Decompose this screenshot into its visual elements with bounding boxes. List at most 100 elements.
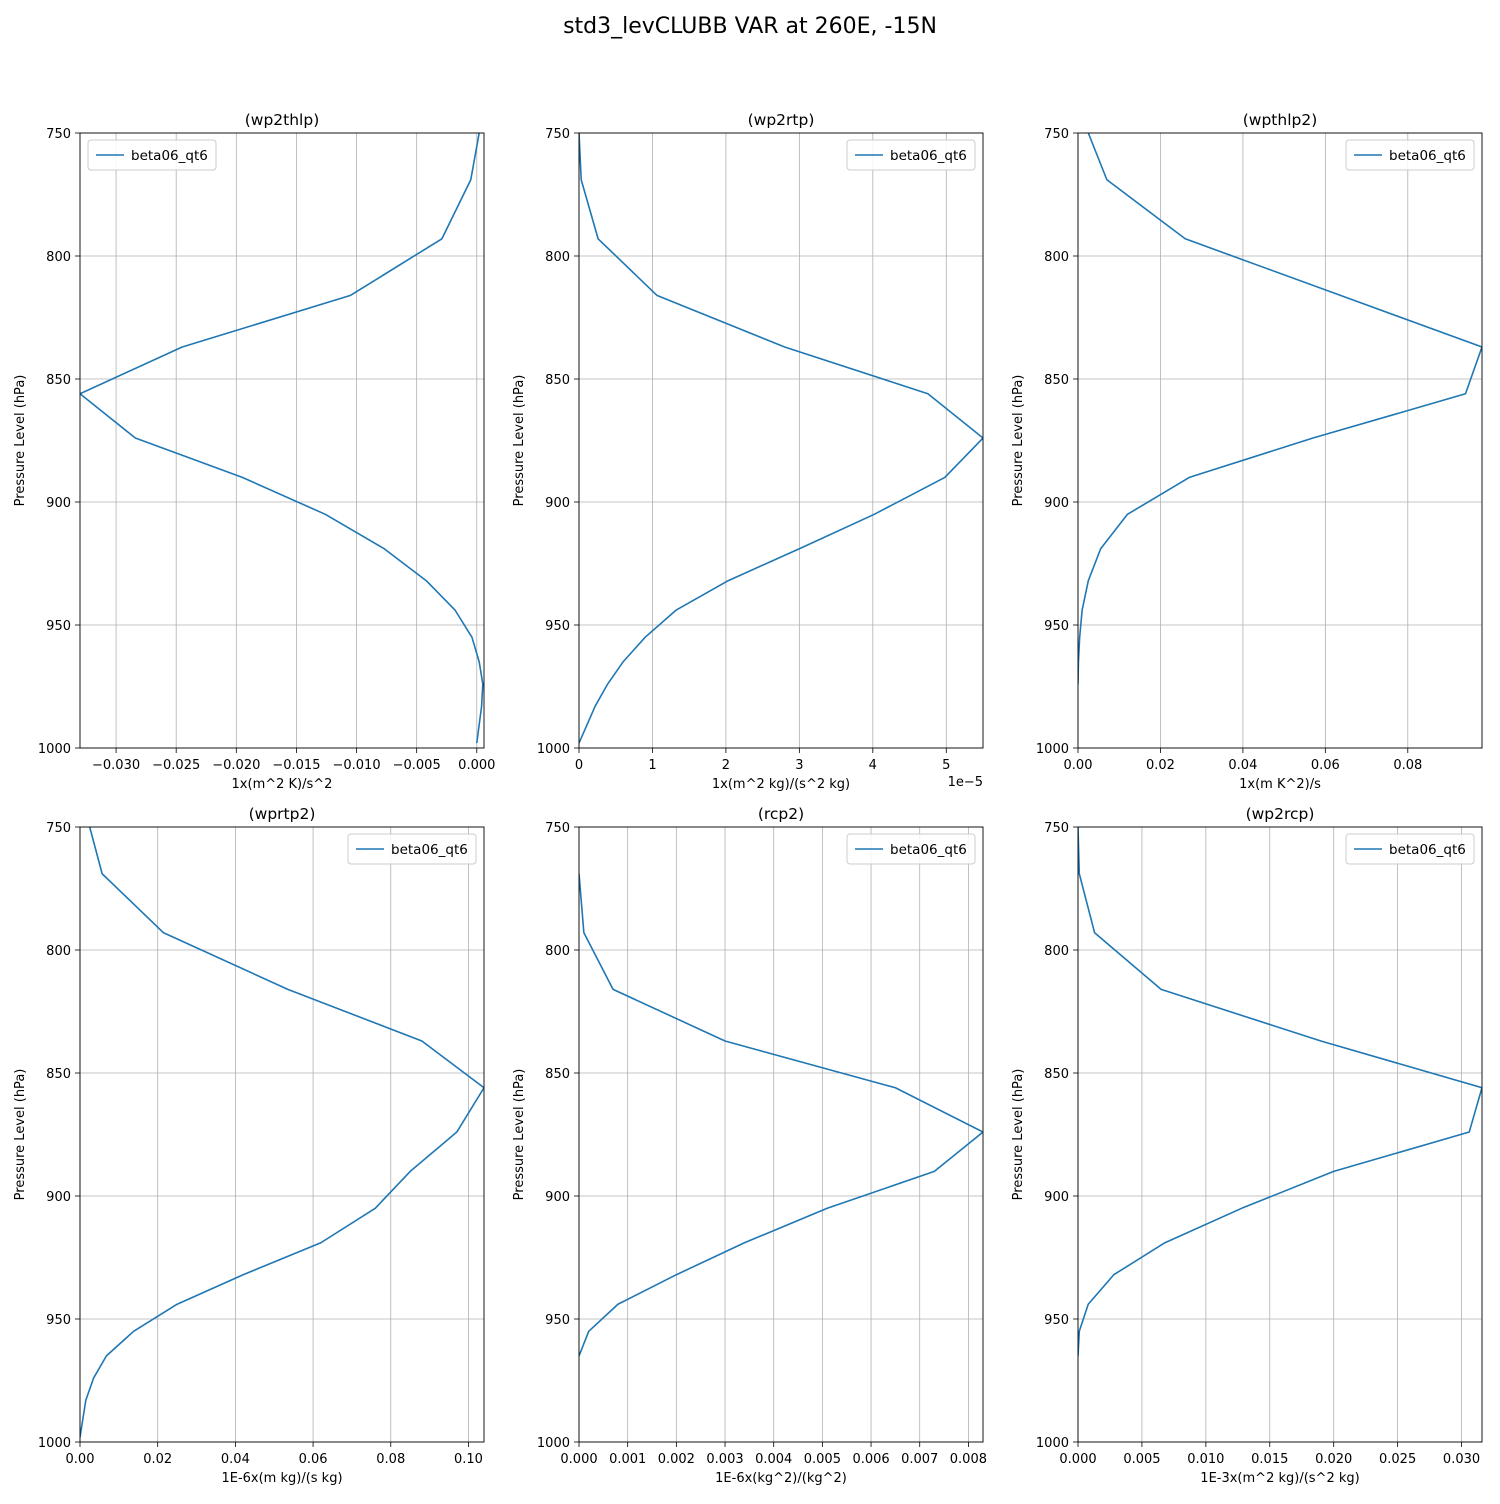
subplot-4: 0.00 0.02 0.04 0.06 0.08 0.10 750 800 850 900 950 1… [13,805,485,1486]
y-tick-label: 900 [1044,496,1069,511]
y-tick-label: 850 [1044,1067,1069,1082]
x-tick-label: 0.002 [658,1452,695,1467]
series-line [579,133,983,744]
x-tick-label: −0.005 [393,758,441,773]
y-tick-label: 750 [1044,821,1069,836]
x-tick-label: 0.000 [560,1452,597,1467]
y-tick-label: 1000 [38,1436,71,1451]
x-tick-label: 0.030 [1443,1452,1480,1467]
y-tick-label: 800 [545,250,570,265]
x-tick-label: 0.008 [950,1452,987,1467]
x-tick-label: 0.06 [1311,758,1340,773]
y-tick-label: 800 [46,250,71,265]
y-tick-label: 800 [545,944,570,959]
y-tick-label: 850 [545,373,570,388]
y-tick-label: 750 [545,821,570,836]
y-tick-label: 850 [545,1067,570,1082]
figure-title: std3_levCLUBB VAR at 260E, -15N [563,14,937,39]
legend: beta06_qt6 [1345,833,1475,865]
y-tick-label: 1000 [1036,1436,1069,1451]
x-tick-label: 0.02 [143,1452,172,1467]
x-axis-label: 1x(m^2 K)/s^2 [232,777,333,792]
x-tick-label: 2 [722,758,730,773]
legend: beta06_qt6 [846,139,976,171]
y-axis-label: Pressure Level (hPa) [1011,1069,1026,1201]
axes-frame [578,826,984,1443]
y-tick-label: 750 [46,127,71,142]
axes-frame [79,826,485,1443]
y-tick-label: 850 [46,373,71,388]
y-tick-label: 750 [1044,127,1069,142]
axes-frame [79,132,485,749]
y-tick-label: 950 [46,1313,71,1328]
x-tick-label: 0.00 [66,1452,95,1467]
x-tick-label: 0.020 [1315,1452,1352,1467]
legend-label: beta06_qt6 [890,148,967,164]
legend-label: beta06_qt6 [131,148,208,164]
subplot-3: 0.00 0.02 0.04 0.06 0.08 750 800 850 900 950 1000 (… [1011,111,1483,792]
x-axis-label: 1x(m^2 kg)/(s^2 kg) [712,777,850,792]
legend-box [846,833,976,865]
x-tick-label: −0.020 [212,758,260,773]
subplot-title: (rcp2) [758,805,804,823]
y-tick-label: 950 [545,619,570,634]
y-tick-label: 900 [545,496,570,511]
subplot-6: 0.000 0.005 0.010 0.015 0.020 0.025 0.030 750 80… [1011,805,1483,1486]
legend: beta06_qt6 [1345,139,1475,171]
x-tick-label: 0.02 [1146,758,1175,773]
legend-label: beta06_qt6 [391,842,468,858]
y-tick-label: 850 [46,1067,71,1082]
y-tick-label: 800 [46,944,71,959]
legend-label: beta06_qt6 [1389,842,1466,858]
legend-label: beta06_qt6 [1389,148,1466,164]
y-tick-label: 800 [1044,944,1069,959]
series-line [80,133,484,744]
y-axis-label: Pressure Level (hPa) [512,1069,527,1201]
y-tick-label: 750 [545,127,570,142]
legend-label: beta06_qt6 [890,842,967,858]
legend-box [1345,139,1475,171]
x-tick-label: 0.006 [852,1452,889,1467]
subplot-title: (wprtp2) [249,805,316,823]
x-axis-label: 1E-6x(kg^2)/(kg^2) [715,1471,847,1486]
y-tick-label: 1000 [537,742,570,757]
y-axis-label: Pressure Level (hPa) [13,375,28,507]
x-tick-label: 0.06 [299,1452,328,1467]
legend: beta06_qt6 [87,139,217,171]
x-tick-label: 4 [869,758,877,773]
series-line [579,873,983,1357]
y-tick-label: 950 [1044,1313,1069,1328]
y-tick-label: 950 [545,1313,570,1328]
series-line [80,827,484,1438]
subplot-title: (wp2thlp) [245,111,320,129]
x-offset-text: 1e−5 [948,775,983,790]
x-tick-label: 0.004 [755,1452,792,1467]
subplot-5: 0.000 0.001 0.002 0.003 0.004 0.005 0.006 0.007… [512,805,987,1486]
x-tick-label: −0.025 [152,758,200,773]
y-tick-label: 1000 [38,742,71,757]
legend-box [347,833,477,865]
y-tick-label: 950 [46,619,71,634]
x-tick-label: 0.005 [1123,1452,1160,1467]
x-tick-label: 0.00 [1064,758,1093,773]
y-tick-label: 900 [46,1190,71,1205]
y-axis-label: Pressure Level (hPa) [13,1069,28,1201]
legend: beta06_qt6 [846,833,976,865]
subplot-title: (wpthlp2) [1243,111,1318,129]
y-axis-label: Pressure Level (hPa) [512,375,527,507]
x-tick-label: 0.010 [1187,1452,1224,1467]
y-axis-label: Pressure Level (hPa) [1011,375,1026,507]
axes-frame [1077,132,1483,749]
y-tick-label: 900 [545,1190,570,1205]
x-tick-label: 0.005 [804,1452,841,1467]
series-line [1078,827,1482,1356]
x-tick-label: 0.04 [1228,758,1257,773]
y-tick-label: 800 [1044,250,1069,265]
series-line [1078,133,1482,685]
axes-frame [1077,826,1483,1443]
x-tick-label: −0.015 [272,758,320,773]
x-tick-label: 0.000 [458,758,495,773]
x-tick-label: 0.08 [1393,758,1422,773]
